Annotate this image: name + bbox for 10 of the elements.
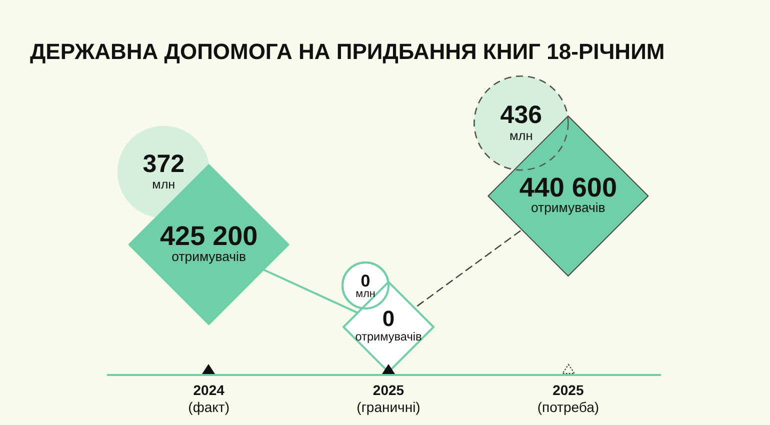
category-label: 2024 (факт) [188, 382, 230, 415]
data-label: 0 отримувачів [355, 306, 422, 344]
text: ДЕРЖАВНА ДОПОМОГА НА ПРИДБАННЯ КНИГ 18-РІЧНИМ [30, 39, 665, 65]
data-label: 0 млн [356, 272, 376, 300]
data-label: 440 600 отримувачів [519, 172, 617, 216]
data-label: 372 млн [142, 150, 185, 192]
category-label: 2025 (потреба) [537, 382, 600, 415]
data-label: 425 200 отримувачів [160, 221, 258, 264]
data-label: 436 млн [500, 100, 542, 143]
category-label: 2025 (граничні) [356, 382, 420, 415]
